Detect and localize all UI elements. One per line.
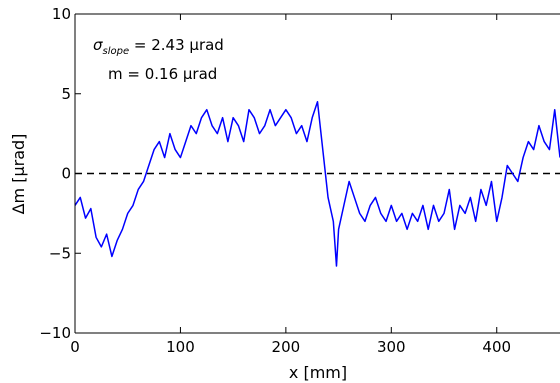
y-tick-label-4: 10 xyxy=(52,5,71,23)
x-tick-label-400: 400 xyxy=(482,338,511,356)
y-tick-label-2: 0 xyxy=(61,165,71,183)
y-tick-label-3: 5 xyxy=(61,85,71,103)
y-tick-label-1: −5 xyxy=(49,244,71,262)
x-tick-label-300: 300 xyxy=(377,338,406,356)
x-axis-label: x [mm] xyxy=(289,363,347,382)
x-tick-label-100: 100 xyxy=(166,338,195,356)
mean-annotation: m = 0.16 μrad xyxy=(108,65,217,83)
x-tick-label-200: 200 xyxy=(272,338,301,356)
sigma-value: = 2.43 μrad xyxy=(129,36,224,54)
y-axis-label: Δm [μrad] xyxy=(9,134,28,215)
sigma-subscript: slope xyxy=(103,46,130,57)
sigma-annotation: σslope = 2.43 μrad xyxy=(93,36,224,57)
sigma-symbol: σ xyxy=(93,36,103,54)
x-tick-label-0: 0 xyxy=(70,338,80,356)
y-tick-label-0: −10 xyxy=(39,324,71,342)
series-line-0 xyxy=(74,100,560,267)
